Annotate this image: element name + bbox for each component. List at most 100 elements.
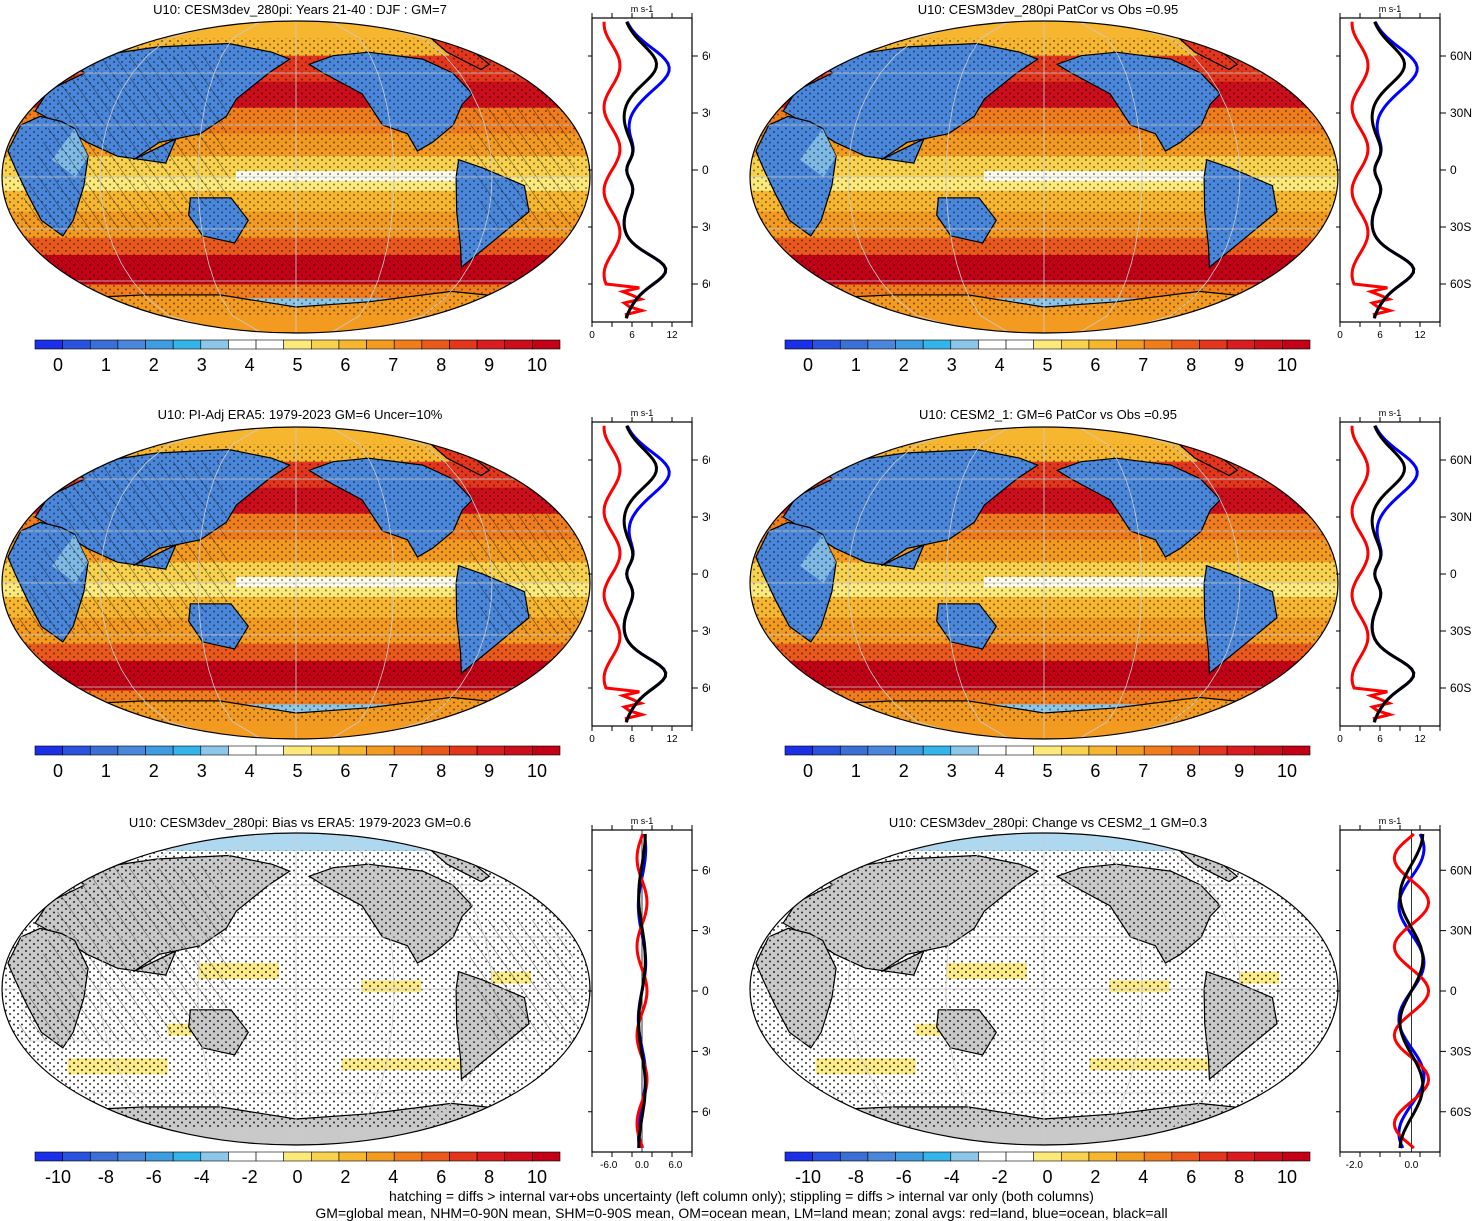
zonal-x-tick-label: 6	[1377, 734, 1383, 745]
colorbar-segment	[950, 339, 979, 350]
colorbar-segment	[812, 1151, 841, 1162]
colorbar-tick-label: 5	[1042, 761, 1052, 781]
colorbar-tick-label: -8	[848, 1167, 864, 1187]
colorbar-panel-1: 0 1 2 3 4 5 6 7 8 9 10	[34, 339, 561, 375]
colorbar-segment	[255, 1151, 284, 1162]
colorbar-segment	[1088, 745, 1117, 756]
zonal-land-line	[1350, 425, 1396, 723]
colorbar-tick-label: 6	[1090, 355, 1100, 375]
colorbar-tick-label: 4	[995, 761, 1005, 781]
colorbar-segment	[1254, 1151, 1283, 1162]
colorbar-tick-label: 2	[1090, 1167, 1100, 1187]
colorbar-tick-label: 6	[1186, 1167, 1196, 1187]
colorbar-segment	[978, 339, 1007, 350]
colorbar-segment	[311, 745, 340, 756]
colorbar-segment	[1226, 339, 1256, 350]
colorbar-segment	[784, 1151, 813, 1162]
colorbar-tick-label: 10	[527, 1167, 547, 1187]
map-panel-6	[749, 832, 1339, 1146]
colorbar-segment	[283, 339, 312, 350]
colorbar-panel-5: -10 -8 -6 -4 -2 0 2 4 6 8 10	[34, 1151, 561, 1187]
colorbar-segment	[421, 1151, 450, 1162]
colorbar-tick-label: 7	[1138, 761, 1148, 781]
zonal-x-tick-label: 6	[629, 734, 635, 745]
zonal-lat-tick-label: 30S	[1450, 220, 1471, 234]
zonal-lat-tick-label: 0	[702, 567, 709, 581]
colorbar-tick-label: 10	[1277, 1167, 1297, 1187]
zonal-plot-panel-2: m s-1 60N 30N 0 30S 60S 0 6 12	[1336, 4, 1472, 341]
colorbar-segment	[366, 339, 395, 350]
colorbar-tick-label: 3	[947, 355, 957, 375]
colorbar-segment	[504, 339, 533, 350]
zonal-land-line	[1392, 832, 1431, 1150]
colorbar-tick-label: 4	[388, 1167, 398, 1187]
colorbar-segment	[255, 745, 284, 756]
colorbar-segment	[228, 745, 257, 756]
zonal-lat-tick-label: 60S	[1450, 1105, 1471, 1119]
colorbar-segment	[62, 339, 91, 350]
zonal-lat-tick-label: 30S	[702, 220, 710, 234]
zonal-plot-panel-1: m s-1 60N 30N 0 30S 60S 0 6 12	[588, 4, 710, 341]
colorbar-tick-label: 0	[803, 355, 813, 375]
zonal-unit-label: m s-1	[1379, 4, 1402, 14]
colorbar-segment	[1088, 339, 1117, 350]
colorbar-segment	[117, 1151, 146, 1162]
zonal-all-line	[622, 425, 668, 723]
colorbar-panel-4: 0 1 2 3 4 5 6 7 8 9 10	[784, 745, 1311, 781]
colorbar-segment	[117, 745, 146, 756]
colorbar-tick-label: 7	[388, 761, 398, 781]
colorbar-segment	[532, 339, 561, 350]
colorbar-tick-label: 0	[803, 761, 813, 781]
zonal-lat-tick-label: 60S	[702, 277, 710, 291]
panel-title-2: U10: CESM3dev_280pi PatCor vs Obs =0.95	[917, 2, 1179, 17]
colorbar-tick-label: 9	[1234, 355, 1244, 375]
zonal-lat-tick-label: 0	[702, 163, 709, 177]
colorbar-segment	[532, 1151, 561, 1162]
colorbar-tick-label: 8	[1186, 355, 1196, 375]
colorbar-tick-label: 8	[436, 355, 446, 375]
colorbar-segment	[449, 745, 478, 756]
zonal-lat-tick-label: 60S	[702, 1105, 710, 1119]
colorbar-segment	[1254, 339, 1283, 350]
colorbar-segment	[62, 745, 91, 756]
zonal-land-line	[602, 21, 648, 319]
zonal-lat-tick-label: 30S	[702, 1044, 710, 1058]
zonal-unit-label: m s-1	[631, 816, 654, 826]
colorbar-segment	[311, 339, 340, 350]
panel-title-3: U10: PI-Adj ERA5: 1979-2023 GM=6 Uncer=1…	[157, 407, 443, 422]
zonal-x-tick-label: -6.0	[600, 1160, 618, 1170]
colorbar-segment	[62, 1151, 91, 1162]
colorbar-segment	[1282, 1151, 1311, 1162]
colorbar-segment	[784, 745, 813, 756]
zonal-unit-label: m s-1	[1379, 408, 1402, 418]
zonal-x-tick-label: 0	[1337, 330, 1343, 341]
zonal-lat-tick-label: 60S	[1450, 681, 1471, 695]
colorbar-segment	[839, 339, 869, 350]
colorbar-segment	[1033, 339, 1062, 350]
colorbar-tick-label: 4	[245, 761, 255, 781]
colorbar-tick-label: 6	[340, 355, 350, 375]
colorbar-tick-label: 5	[292, 355, 302, 375]
colorbar-segment	[867, 1151, 896, 1162]
colorbar-segment	[145, 1151, 174, 1162]
colorbar-segment	[172, 745, 202, 756]
colorbar-segment	[839, 1151, 869, 1162]
panel-title-5: U10: CESM3dev_280pi: Bias vs ERA5: 1979-…	[128, 815, 472, 830]
zonal-unit-label: m s-1	[631, 408, 654, 418]
zonal-all-line	[637, 833, 647, 1149]
colorbar-tick-label: -6	[146, 1167, 162, 1187]
map-panel-2	[749, 20, 1339, 334]
colorbar-tick-label: 2	[149, 355, 159, 375]
colorbar-tick-label: 2	[899, 761, 909, 781]
colorbar-segment	[421, 339, 450, 350]
colorbar-segment	[1282, 339, 1311, 350]
footnote-line-2: GM=global mean, NHM=0-90N mean, SHM=0-90…	[315, 1205, 1168, 1221]
colorbar-segment	[228, 1151, 257, 1162]
colorbar-tick-label: -10	[795, 1167, 821, 1187]
colorbar-tick-label: 0	[53, 761, 63, 781]
zonal-lat-tick-label: 60N	[1450, 863, 1472, 877]
zonal-plot-panel-5: m s-1 60N 30N 0 30S 60S -6.0 0.0 6.0	[588, 816, 710, 1170]
colorbar-segment	[1226, 1151, 1256, 1162]
colorbar-tick-label: 5	[292, 761, 302, 781]
zonal-x-tick-label: 12	[1414, 330, 1426, 341]
